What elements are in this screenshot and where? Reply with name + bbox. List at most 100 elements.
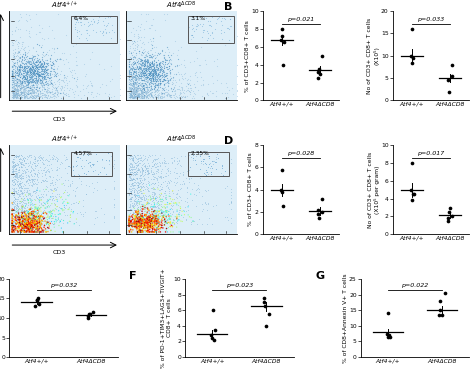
Point <box>152 72 160 78</box>
Point <box>26 162 33 168</box>
Point <box>409 191 417 197</box>
Point <box>140 93 148 99</box>
Point <box>137 223 145 229</box>
Point <box>41 94 48 100</box>
Point <box>19 209 27 215</box>
Point <box>160 204 168 210</box>
Point <box>18 214 26 220</box>
Point <box>34 167 42 173</box>
Point <box>159 174 167 180</box>
Point <box>146 94 154 100</box>
Point <box>27 193 35 199</box>
Point <box>80 152 87 158</box>
Point <box>22 63 30 69</box>
Point <box>213 151 221 157</box>
Point <box>28 176 36 182</box>
Point <box>209 80 217 86</box>
Point <box>106 157 113 163</box>
Point <box>41 68 48 74</box>
Point <box>171 84 178 90</box>
Point <box>137 94 145 100</box>
Point <box>116 92 124 97</box>
Point <box>151 67 158 73</box>
Point <box>102 157 110 163</box>
Point <box>38 202 46 208</box>
Point <box>44 212 52 218</box>
Point <box>137 229 145 235</box>
Point <box>159 58 166 64</box>
Point <box>150 204 158 210</box>
Point <box>42 92 49 98</box>
Point <box>110 196 118 202</box>
Point <box>125 186 133 192</box>
Point <box>9 163 16 169</box>
Point <box>142 88 149 94</box>
Point <box>11 73 18 79</box>
Point <box>138 95 146 101</box>
Point <box>189 93 197 99</box>
Point <box>32 79 40 85</box>
Point <box>137 187 145 193</box>
Point <box>135 211 142 217</box>
Point <box>150 156 157 162</box>
Point <box>34 74 41 80</box>
Point <box>174 86 182 92</box>
Point <box>16 87 23 93</box>
Point <box>27 218 34 224</box>
Point <box>9 208 16 214</box>
Point <box>145 72 152 78</box>
Point <box>162 190 169 196</box>
Point <box>18 224 25 230</box>
Point <box>18 219 26 225</box>
Point <box>39 57 46 63</box>
Point <box>149 61 156 67</box>
Point <box>137 172 145 178</box>
Point <box>21 88 29 94</box>
Point <box>181 153 189 159</box>
Point <box>164 177 172 183</box>
Point <box>47 77 55 83</box>
Point <box>31 221 38 227</box>
Point <box>144 39 152 45</box>
Point <box>128 75 136 81</box>
Point <box>38 82 46 88</box>
Point <box>157 181 164 187</box>
Point <box>39 82 46 88</box>
Point <box>37 68 45 74</box>
Point <box>149 158 157 164</box>
Point <box>105 150 112 156</box>
Point <box>140 208 147 214</box>
Point <box>20 68 28 74</box>
Point <box>175 86 183 92</box>
Point <box>26 202 34 208</box>
Point <box>146 216 153 222</box>
Point <box>88 21 95 27</box>
Point <box>155 81 162 87</box>
Point <box>134 189 141 195</box>
Point <box>132 218 139 224</box>
Point <box>9 72 16 78</box>
Point <box>23 78 30 84</box>
Point <box>228 200 235 206</box>
Point <box>163 227 170 233</box>
Point <box>126 77 133 83</box>
Point <box>138 93 146 99</box>
Point <box>54 87 61 93</box>
Point <box>167 61 175 67</box>
Point <box>144 48 151 54</box>
Point <box>147 86 155 92</box>
Point <box>15 71 23 77</box>
Point <box>155 205 163 211</box>
Point <box>40 215 48 221</box>
Point <box>221 169 228 174</box>
Point <box>35 84 42 90</box>
Point <box>136 65 143 71</box>
Point <box>148 63 155 69</box>
Point <box>28 215 36 221</box>
Point <box>139 229 146 235</box>
Point <box>27 78 35 84</box>
Point <box>27 219 35 225</box>
Point <box>21 197 29 203</box>
Point <box>146 194 154 200</box>
Point <box>155 84 162 90</box>
